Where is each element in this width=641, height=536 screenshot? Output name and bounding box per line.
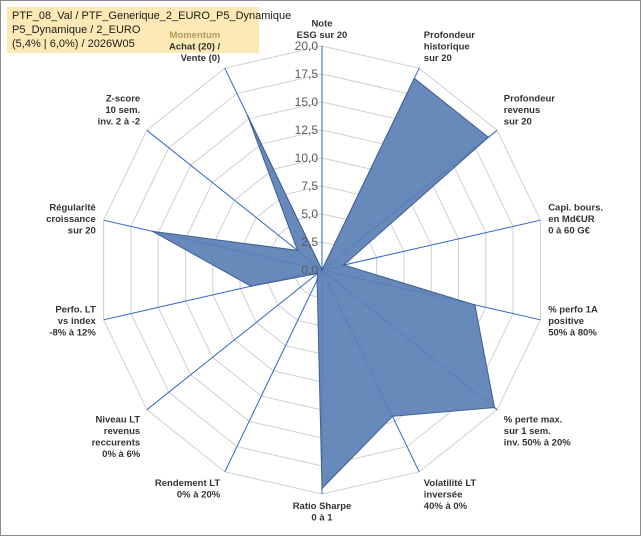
spoke-9 — [146, 269, 323, 411]
data-point-9 — [316, 272, 319, 275]
tick-label-3: 7,5 — [301, 179, 318, 193]
axis-label-10-line-0: Perfo. LT — [55, 305, 96, 316]
data-point-5 — [493, 406, 496, 409]
data-point-2 — [487, 136, 490, 139]
portfolio-title-box: PTF_08_Val / PTF_Generique_2_EURO_P5_Dyn… — [7, 7, 292, 53]
axis-label-2-line-0: Profondeur — [504, 94, 555, 105]
axis-label-9-line-3: 0% à 6% — [102, 449, 141, 460]
tick-label-2: 5,0 — [301, 207, 318, 221]
spoke-8 — [224, 269, 323, 473]
tick-label-1: 2,5 — [301, 235, 318, 249]
tick-label-8: 20,0 — [295, 39, 319, 53]
axis-label-2-line-1: revenus — [504, 105, 540, 116]
axis-label-12-line-0: Z-score — [106, 94, 140, 105]
axis-label-9-line-1: revenus — [104, 426, 140, 437]
axis-label-0-line-0: Note — [311, 19, 332, 30]
axis-label-4-line-0: % perfo 1A — [548, 305, 598, 316]
axis-label-3-line-0: Capi. bours. — [548, 202, 603, 213]
axis-label-12-line-1: 10 sem. — [105, 105, 140, 116]
tick-label-layer: 0,0 2,5 5,0 7,5 10,0 12,5 15,0 17,5 20,0 — [295, 39, 319, 277]
axis-label-6-line-0: Volatilité LT — [424, 478, 477, 489]
axis-label-10-line-2: -8% à 12% — [49, 328, 96, 339]
data-point-8 — [316, 279, 318, 281]
axis-label-1-line-1: historique — [424, 41, 470, 52]
axis-label-9-line-0: Niveau LT — [95, 414, 140, 425]
axis-label-3-line-2: 0 à 60 G€ — [548, 225, 590, 236]
data-area-layer — [152, 77, 496, 490]
axis-label-3: Capi. bours.en Md€UR0 à 60 G€ — [548, 202, 603, 236]
axis-label-3-line-1: en Md€UR — [548, 214, 595, 225]
tick-label-0: 0,0 — [301, 263, 318, 277]
data-point-1 — [413, 77, 416, 80]
data-point-11 — [152, 230, 154, 233]
axis-label-5-line-2: inv. 50% à 20% — [504, 437, 571, 448]
axis-label-13-line-1: Achat (20) / — [169, 41, 221, 52]
axis-label-11-line-0: Régularité — [49, 202, 95, 213]
data-point-3 — [343, 264, 345, 266]
tick-label-4: 10,0 — [295, 151, 319, 165]
data-point-13 — [246, 114, 249, 117]
data-point-6 — [391, 415, 394, 418]
axis-label-2-line-2: sur 20 — [504, 117, 532, 128]
axis-label-4-line-2: 50% à 80% — [548, 328, 597, 339]
axis-label-8-line-0: Rendement LT — [155, 478, 220, 489]
data-point-7 — [321, 487, 323, 490]
axis-label-1-line-0: Profondeur — [424, 30, 475, 41]
tick-label-7: 17,5 — [295, 67, 319, 81]
title-line-1: PTF_08_Val / PTF_Generique_2_EURO_P5_Dyn… — [12, 10, 292, 22]
axis-label-7-line-1: 0 à 1 — [311, 513, 333, 524]
data-point-4 — [474, 304, 476, 306]
data-point-12 — [296, 249, 299, 252]
axis-label-13-line-2: Vente (0) — [181, 53, 221, 64]
spoke-12 — [146, 129, 323, 271]
axis-label-5-line-1: sur 1 sem. — [504, 426, 551, 437]
axis-label-5: % perte max.sur 1 sem.inv. 50% à 20% — [504, 414, 571, 448]
axis-label-11-line-2: sur 20 — [68, 225, 96, 236]
data-series-area — [152, 77, 496, 490]
axis-label-8-line-1: 0% à 20% — [177, 490, 221, 501]
data-point-0 — [321, 269, 323, 271]
axis-label-6-line-1: inversée — [424, 490, 463, 501]
axis-label-0-line-1: ESG sur 20 — [297, 30, 348, 41]
axis-label-6-line-2: 40% à 0% — [424, 501, 468, 512]
axis-label-1-line-2: sur 20 — [424, 53, 452, 64]
spoke-3 — [321, 219, 541, 271]
axis-label-9-line-2: reccurents — [92, 437, 141, 448]
axis-label-5-line-0: % perte max. — [504, 414, 563, 425]
tick-label-5: 12,5 — [295, 123, 319, 137]
axis-label-12-line-2: inv. 2 à -2 — [98, 117, 141, 128]
axis-label-13-line-0: Momentum — [170, 30, 221, 41]
tick-label-6: 15,0 — [295, 95, 319, 109]
axis-label-10-line-1: vs index — [58, 316, 97, 327]
title-line-2: P5_Dynamique / 2_EURO — [12, 24, 141, 36]
axis-label-7-line-0: Ratio Sharpe — [293, 501, 352, 512]
axis-label-8: Rendement LT0% à 20% — [155, 478, 221, 501]
data-point-10 — [250, 285, 252, 288]
title-line-3: (5,4% | 6,0%) / 2026W05 — [12, 38, 135, 50]
axis-label-4-line-1: positive — [548, 316, 584, 327]
axis-label-11-line-1: croissance — [46, 214, 96, 225]
